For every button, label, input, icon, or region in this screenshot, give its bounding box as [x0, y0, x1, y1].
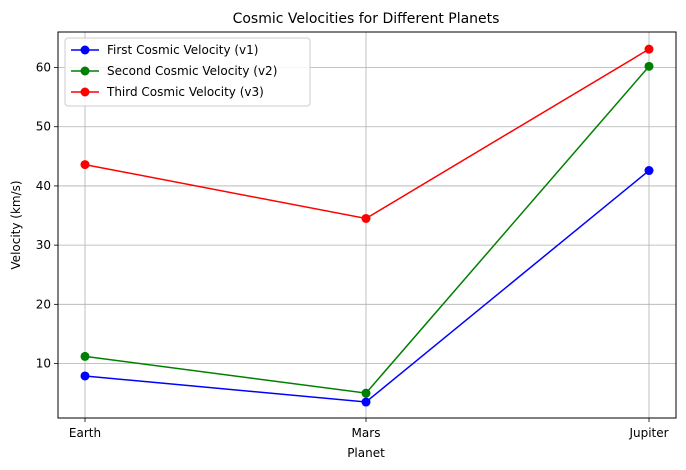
series-layer — [80, 44, 654, 407]
legend-entry-label: First Cosmic Velocity (v1) — [107, 43, 258, 57]
x-tick-label: Earth — [69, 426, 101, 440]
y-tick-label: 40 — [36, 179, 51, 193]
legend-swatch-marker — [80, 87, 90, 97]
y-axis-label: Velocity (km/s) — [9, 180, 23, 269]
x-tick-label: Mars — [352, 426, 381, 440]
plot-frame — [57, 31, 677, 419]
data-point-v1 — [361, 397, 371, 407]
data-point-v1 — [80, 371, 90, 381]
series-line-v2 — [84, 65, 650, 394]
legend-entry-label: Third Cosmic Velocity (v3) — [106, 85, 264, 99]
legend-box — [64, 37, 311, 107]
y-tick-label: 10 — [36, 357, 51, 371]
data-point-v3 — [361, 213, 371, 223]
x-axis-label: Planet — [347, 446, 385, 460]
data-point-v3 — [80, 160, 90, 170]
legend-swatch-marker — [80, 45, 90, 55]
chart-title: Cosmic Velocities for Different Planets — [233, 11, 500, 27]
axis-ticks: Earth Mars Jupiter 10 20 30 40 50 60 — [36, 61, 669, 440]
data-point-v2 — [361, 388, 371, 398]
y-tick-label: 30 — [36, 238, 51, 252]
y-tick-label: 20 — [36, 297, 51, 311]
x-tick-label: Jupiter — [628, 426, 668, 440]
legend: First Cosmic Velocity (v1) Second Cosmic … — [64, 37, 311, 107]
data-point-v2 — [80, 351, 90, 361]
data-point-v2 — [644, 61, 654, 71]
grid-lines — [58, 32, 676, 418]
data-point-v3 — [644, 44, 654, 54]
data-point-v1 — [644, 166, 654, 176]
y-tick-label: 50 — [36, 120, 51, 134]
legend-entry-label: Second Cosmic Velocity (v2) — [107, 64, 277, 78]
legend-swatch-marker — [80, 66, 90, 76]
y-tick-label: 60 — [36, 61, 51, 75]
